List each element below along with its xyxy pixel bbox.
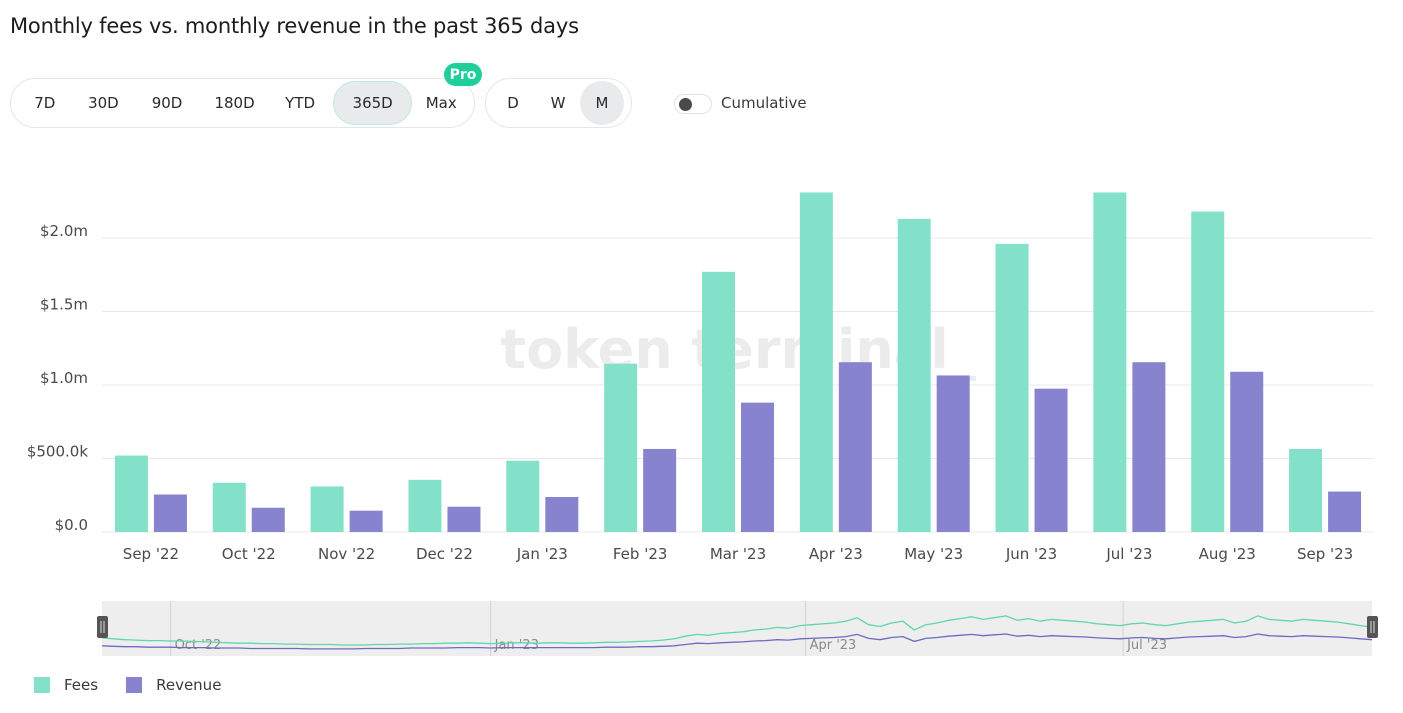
brush-line-revenue (101, 633, 1373, 650)
y-tick-label: $1.5m (40, 296, 88, 314)
bar-revenue[interactable] (838, 362, 872, 532)
bar-fees[interactable] (114, 455, 148, 532)
bar-chart: token terminal_ $0.0 $500.0k $1.0m $1.5m $2.0… (27, 192, 1374, 563)
x-tick-label: Dec '22 (416, 545, 473, 563)
range-button-365d[interactable]: 365D (332, 81, 413, 125)
x-tick-label: Apr '23 (809, 545, 863, 563)
brush-tick-label: Jan '23 (494, 638, 539, 653)
bar-fees[interactable] (1093, 192, 1127, 532)
x-tick-label: Sep '22 (123, 545, 179, 563)
bar-fees[interactable] (799, 192, 833, 532)
x-tick-label: Jul '23 (1105, 545, 1152, 563)
brush-handle-right[interactable] (1367, 616, 1378, 638)
toggle-knob (679, 98, 692, 111)
legend-label-revenue: Revenue (156, 676, 222, 694)
bar-revenue[interactable] (349, 510, 383, 532)
x-tick-label: Jan '23 (516, 545, 568, 563)
time-range-selector: 7D 30D 90D 180D YTD 365D Max (10, 78, 475, 128)
y-tick-label: $1.0m (40, 369, 88, 387)
legend-swatch-revenue (126, 677, 143, 693)
y-tick-label: $0.0 (55, 516, 88, 534)
bar-fees[interactable] (506, 460, 540, 532)
bar-revenue[interactable] (1034, 388, 1068, 532)
bar-fees[interactable] (995, 243, 1029, 532)
chart-legend: Fees Revenue (34, 676, 249, 694)
x-tick-label: Nov '22 (318, 545, 375, 563)
x-tick-label: Sep '23 (1297, 545, 1353, 563)
x-tick-label: Feb '23 (613, 545, 668, 563)
range-button-180d[interactable]: 180D (214, 94, 255, 112)
range-button-max[interactable]: Max (425, 94, 457, 112)
pro-badge: Pro (444, 63, 482, 86)
y-tick-label: $2.0m (40, 222, 88, 240)
range-button-7d[interactable]: 7D (34, 94, 56, 112)
bar-fees[interactable] (408, 479, 442, 532)
cumulative-label: Cumulative (721, 94, 807, 112)
range-button-90d[interactable]: 90D (151, 94, 183, 112)
range-button-30d[interactable]: 30D (88, 94, 119, 112)
legend-swatch-fees (34, 677, 50, 693)
legend-label-fees: Fees (64, 676, 99, 694)
granularity-button-day[interactable]: D (507, 94, 519, 112)
bar-revenue[interactable] (936, 375, 970, 532)
legend-item-revenue[interactable]: Revenue (126, 676, 221, 694)
bar-fees[interactable] (604, 363, 638, 532)
bar-fees[interactable] (897, 218, 931, 532)
granularity-button-week[interactable]: W (550, 94, 566, 112)
brush-handle-left[interactable] (97, 616, 108, 638)
bar-revenue[interactable] (447, 506, 481, 532)
x-tick-label: Oct '22 (222, 545, 276, 563)
bar-revenue[interactable] (741, 402, 774, 532)
watermark: token terminal_ (500, 318, 975, 381)
x-tick-label: May '23 (904, 545, 963, 563)
granularity-button-month[interactable]: M (580, 81, 624, 125)
legend-item-fees[interactable]: Fees (34, 676, 98, 694)
bar-fees[interactable] (310, 486, 344, 532)
bar-fees[interactable] (702, 271, 735, 532)
brush-tick-label: Apr '23 (810, 638, 857, 653)
bar-revenue[interactable] (251, 507, 285, 532)
granularity-selector: D W M (485, 78, 632, 128)
brush-selection[interactable] (102, 601, 1372, 656)
y-tick-label: $500.0k (27, 443, 88, 461)
range-button-ytd[interactable]: YTD (285, 94, 316, 112)
brush-tick-label: Jul '23 (1126, 638, 1167, 653)
x-tick-label: Mar '23 (710, 545, 766, 563)
bar-revenue[interactable] (1132, 362, 1166, 532)
brush-tick-label: Oct '22 (175, 638, 222, 653)
bar-revenue[interactable] (153, 494, 187, 532)
bar-fees[interactable] (1289, 448, 1323, 532)
page-title: Monthly fees vs. monthly revenue in the … (10, 14, 579, 38)
bar-fees[interactable] (1191, 211, 1225, 532)
brush-line-fees (101, 615, 1373, 646)
x-tick-label: Aug '23 (1199, 545, 1256, 563)
bar-revenue[interactable] (643, 448, 677, 532)
bar-revenue[interactable] (1328, 491, 1362, 532)
bar-revenue[interactable] (1230, 371, 1264, 532)
range-brush[interactable]: Oct '22 Jan '23 Apr '23 Jul '23 (0, 596, 1403, 658)
x-tick-label: Jun '23 (1005, 545, 1057, 563)
bar-revenue[interactable] (545, 497, 579, 532)
cumulative-toggle[interactable] (674, 94, 712, 114)
bar-fees[interactable] (212, 482, 246, 532)
